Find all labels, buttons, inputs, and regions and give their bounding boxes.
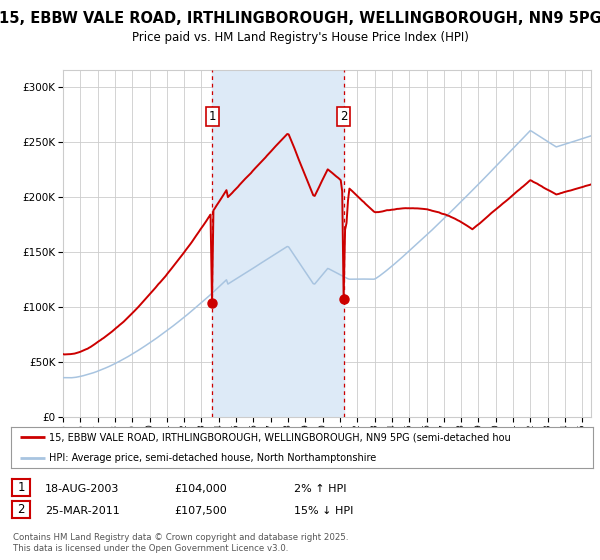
Text: 2% ↑ HPI: 2% ↑ HPI (294, 484, 347, 494)
Text: HPI: Average price, semi-detached house, North Northamptonshire: HPI: Average price, semi-detached house,… (49, 452, 376, 463)
Bar (212, 70, 344, 417)
Text: 25-MAR-2011: 25-MAR-2011 (45, 506, 120, 516)
Text: 15, EBBW VALE ROAD, IRTHLINGBOROUGH, WELLINGBOROUGH, NN9 5PG: 15, EBBW VALE ROAD, IRTHLINGBOROUGH, WEL… (0, 11, 600, 26)
Text: 15% ↓ HPI: 15% ↓ HPI (294, 506, 353, 516)
Text: 2: 2 (17, 503, 25, 516)
Text: 15, EBBW VALE ROAD, IRTHLINGBOROUGH, WELLINGBOROUGH, NN9 5PG (semi-detached hou: 15, EBBW VALE ROAD, IRTHLINGBOROUGH, WEL… (49, 432, 511, 442)
Text: 1: 1 (17, 481, 25, 494)
Text: 2: 2 (340, 110, 347, 123)
Text: £107,500: £107,500 (174, 506, 227, 516)
Text: 1: 1 (209, 110, 216, 123)
Text: Price paid vs. HM Land Registry's House Price Index (HPI): Price paid vs. HM Land Registry's House … (131, 31, 469, 44)
Text: £104,000: £104,000 (174, 484, 227, 494)
Text: Contains HM Land Registry data © Crown copyright and database right 2025.
This d: Contains HM Land Registry data © Crown c… (13, 533, 349, 553)
Text: 18-AUG-2003: 18-AUG-2003 (45, 484, 119, 494)
